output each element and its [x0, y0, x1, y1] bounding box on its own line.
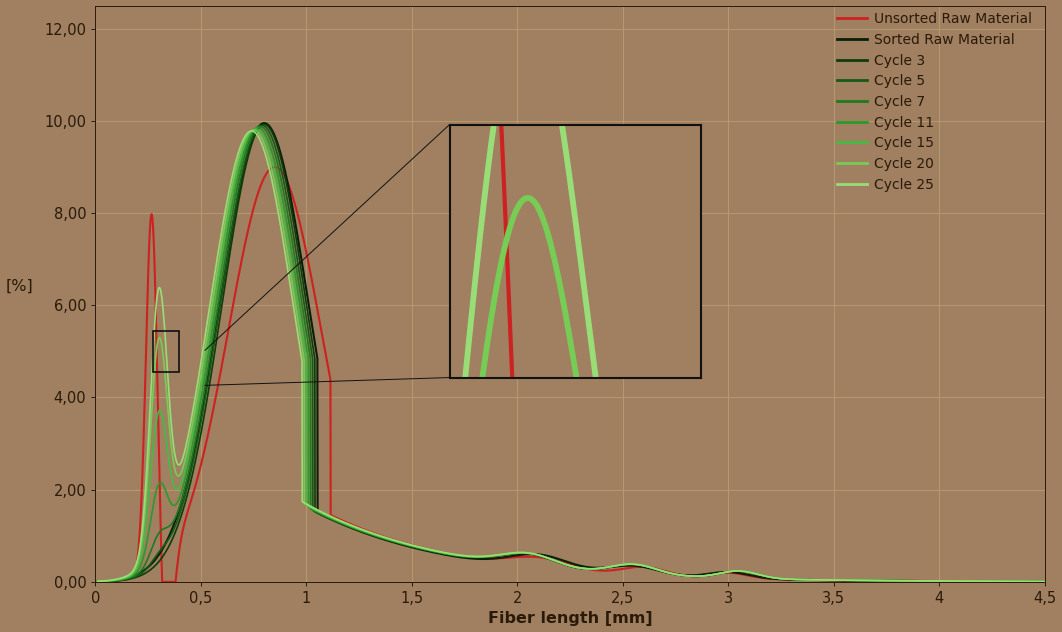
- Cycle 25: [1010, 578, 1023, 585]
- Cycle 7: [91, 578, 104, 585]
- Cycle 11: [780, 575, 792, 583]
- Cycle 15: [91, 578, 104, 585]
- Cycle 20: [542, 554, 554, 562]
- Cycle 20: [780, 575, 792, 583]
- Cycle 7: [542, 555, 554, 562]
- Cycle 25: [542, 554, 554, 562]
- Cycle 11: [1039, 578, 1051, 585]
- Cycle 15: [250, 125, 262, 133]
- Cycle 20: [1010, 578, 1023, 585]
- Cycle 25: [91, 578, 104, 585]
- Cycle 3: [542, 555, 554, 562]
- Cycle 20: [247, 126, 260, 134]
- Sorted Raw Material: [91, 578, 104, 585]
- Line: Cycle 5: Cycle 5: [98, 125, 1045, 581]
- Cycle 25: [490, 551, 502, 559]
- Cycle 5: [1039, 578, 1051, 585]
- Cycle 25: [497, 550, 510, 558]
- Cycle 5: [962, 578, 975, 585]
- Cycle 25: [245, 127, 258, 135]
- Line: Unsorted Raw Material: Unsorted Raw Material: [98, 167, 1045, 582]
- Cycle 25: [780, 575, 792, 583]
- Cycle 3: [1039, 578, 1051, 585]
- Cycle 3: [497, 551, 510, 559]
- Cycle 20: [962, 578, 975, 585]
- Cycle 7: [780, 575, 792, 583]
- Unsorted Raw Material: [497, 554, 510, 562]
- Cycle 3: [780, 575, 792, 583]
- Unsorted Raw Material: [269, 163, 281, 171]
- Unsorted Raw Material: [156, 578, 169, 586]
- Bar: [154, 331, 178, 372]
- Cycle 15: [962, 578, 975, 585]
- Cycle 7: [962, 578, 975, 585]
- Cycle 20: [497, 550, 510, 558]
- Line: Sorted Raw Material: Sorted Raw Material: [98, 123, 1045, 581]
- Y-axis label: [%]: [%]: [5, 279, 33, 294]
- Cycle 15: [497, 550, 510, 558]
- Cycle 3: [962, 578, 975, 585]
- Sorted Raw Material: [258, 119, 271, 127]
- Cycle 15: [1039, 578, 1051, 585]
- Legend: Unsorted Raw Material, Sorted Raw Material, Cycle 3, Cycle 5, Cycle 7, Cycle 11,: Unsorted Raw Material, Sorted Raw Materi…: [832, 7, 1038, 197]
- Cycle 11: [1010, 578, 1023, 585]
- Unsorted Raw Material: [490, 555, 502, 562]
- Sorted Raw Material: [490, 554, 502, 562]
- Cycle 20: [1039, 578, 1051, 585]
- Cycle 11: [252, 124, 264, 131]
- Unsorted Raw Material: [1010, 578, 1023, 585]
- Cycle 7: [490, 552, 502, 560]
- Cycle 3: [91, 578, 104, 585]
- Cycle 5: [91, 578, 104, 585]
- Cycle 5: [1010, 578, 1023, 585]
- Line: Cycle 7: Cycle 7: [98, 126, 1045, 581]
- Cycle 11: [497, 550, 510, 558]
- Cycle 15: [780, 575, 792, 583]
- Cycle 7: [497, 551, 510, 559]
- Unsorted Raw Material: [1039, 578, 1051, 585]
- Unsorted Raw Material: [963, 578, 976, 585]
- Cycle 15: [1010, 578, 1023, 585]
- Cycle 15: [542, 554, 554, 562]
- Cycle 11: [542, 554, 554, 562]
- Cycle 5: [497, 551, 510, 559]
- Cycle 5: [490, 552, 502, 560]
- Cycle 7: [254, 123, 267, 130]
- Unsorted Raw Material: [780, 576, 792, 583]
- Line: Cycle 3: Cycle 3: [98, 125, 1045, 581]
- Unsorted Raw Material: [542, 555, 554, 562]
- Cycle 3: [490, 552, 502, 560]
- Cycle 11: [91, 578, 104, 585]
- Sorted Raw Material: [780, 576, 792, 583]
- Line: Cycle 25: Cycle 25: [98, 131, 1045, 581]
- Sorted Raw Material: [542, 552, 554, 560]
- Cycle 5: [780, 575, 792, 583]
- Cycle 3: [1010, 578, 1023, 585]
- Sorted Raw Material: [962, 578, 975, 585]
- Cycle 3: [258, 121, 271, 128]
- Cycle 7: [1010, 578, 1023, 585]
- Cycle 5: [542, 555, 554, 562]
- Cycle 5: [256, 121, 269, 129]
- Sorted Raw Material: [497, 554, 510, 561]
- Cycle 20: [490, 552, 502, 559]
- X-axis label: Fiber length [mm]: Fiber length [mm]: [487, 611, 652, 626]
- Cycle 11: [962, 578, 975, 585]
- Sorted Raw Material: [1039, 578, 1051, 585]
- Cycle 7: [1039, 578, 1051, 585]
- Sorted Raw Material: [1010, 578, 1023, 585]
- Cycle 15: [490, 552, 502, 559]
- Line: Cycle 11: Cycle 11: [98, 128, 1045, 581]
- Unsorted Raw Material: [91, 578, 104, 585]
- Cycle 25: [1039, 578, 1051, 585]
- Cycle 25: [962, 578, 975, 585]
- Cycle 20: [91, 578, 104, 585]
- Line: Cycle 20: Cycle 20: [98, 130, 1045, 581]
- Cycle 11: [490, 552, 502, 559]
- Line: Cycle 15: Cycle 15: [98, 129, 1045, 581]
